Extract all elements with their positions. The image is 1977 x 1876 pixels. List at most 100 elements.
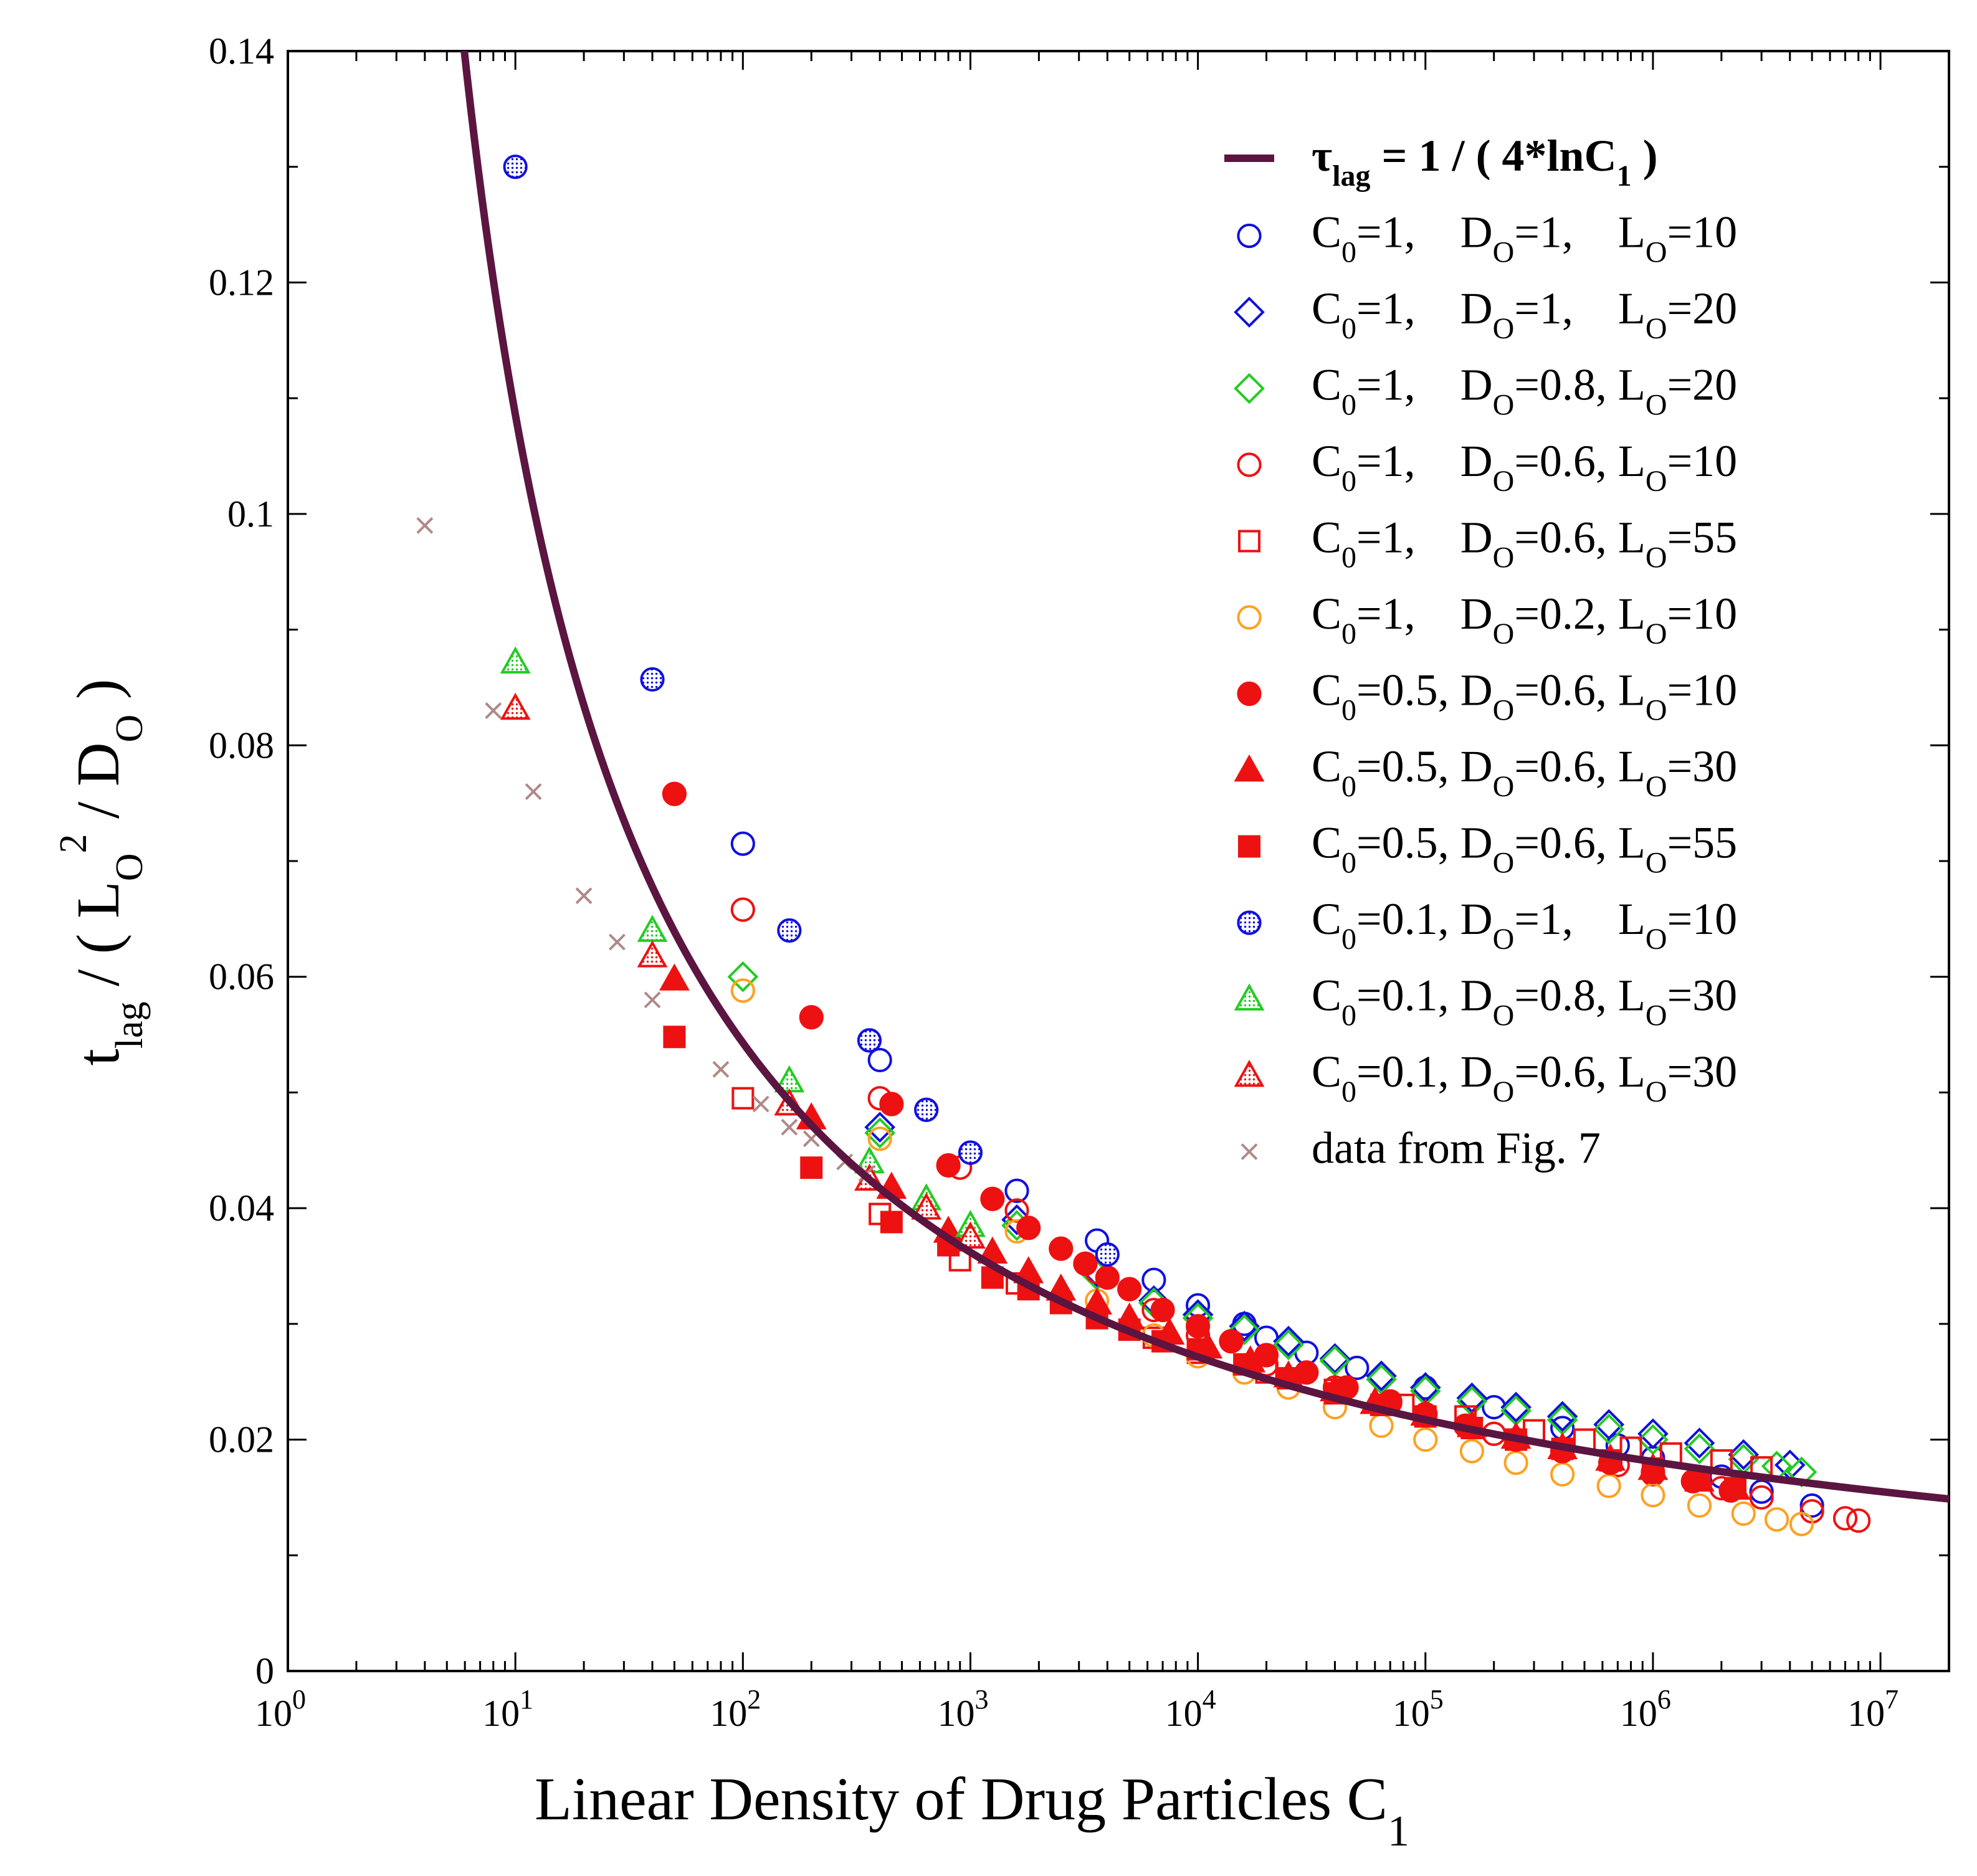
- y-label-t: t: [65, 1049, 132, 1065]
- data-point: [1117, 1277, 1142, 1302]
- legend-label: data from Fig. 7: [1312, 1123, 1601, 1173]
- data-point: [1413, 1427, 1438, 1452]
- legend-text: C: [1312, 1047, 1341, 1097]
- y-tick-label: 0: [255, 1650, 274, 1692]
- x-tick-label: 106: [1620, 1684, 1671, 1734]
- legend-subscript: 1: [1617, 160, 1632, 193]
- data-point: [1593, 1414, 1624, 1445]
- legend-text: =1, L: [1514, 894, 1646, 944]
- legend-subscript: O: [1493, 770, 1515, 803]
- legend-text: =10: [1667, 589, 1738, 639]
- data-point: [1073, 1251, 1098, 1276]
- legend-text: =0.8, L: [1514, 360, 1646, 410]
- legend-marker: [1234, 983, 1265, 1011]
- data-point: [1846, 1508, 1871, 1533]
- data-point: [799, 1005, 824, 1030]
- x-tick-label: 102: [710, 1684, 761, 1734]
- data-point: [958, 1140, 983, 1165]
- x-tick-exponent: 7: [1885, 1684, 1898, 1715]
- data-point: [637, 915, 668, 942]
- legend-label: C0=1, DO=1, LO=20: [1312, 283, 1737, 345]
- data-point: [637, 940, 668, 968]
- y-label-d-sub: O: [108, 715, 151, 743]
- x-tick-exponent: 3: [974, 1684, 988, 1715]
- y-axis-label: tlag / ( LO2 / DO ): [52, 679, 151, 1066]
- legend-text: =1, D: [1356, 283, 1493, 333]
- legend-subscript: O: [1493, 312, 1515, 345]
- legend-label: τlag = 1 / ( 4*lnC1 ): [1312, 131, 1658, 193]
- legend-text: C: [1312, 665, 1341, 715]
- x-tick-base: 10: [710, 1693, 747, 1734]
- y-label-sup: 2: [52, 834, 95, 853]
- legend-text: C: [1312, 360, 1341, 410]
- legend-subscript: O: [1646, 999, 1667, 1032]
- data-point-stroke-b: [609, 933, 626, 951]
- legend-text: =55: [1667, 513, 1738, 563]
- legend-text: =0.8, L: [1514, 971, 1646, 1021]
- legend-label: C0=0.1, DO=1, LO=10: [1312, 894, 1737, 956]
- x-tick-label: 101: [482, 1684, 533, 1734]
- legend-text: data from Fig. 7: [1312, 1123, 1601, 1173]
- legend-subscript: 0: [1341, 236, 1356, 269]
- data-point: [1799, 1493, 1824, 1518]
- legend-subscript: lag: [1332, 160, 1370, 193]
- legend-text: =10: [1667, 665, 1738, 715]
- data-point: [1369, 1413, 1394, 1438]
- y-tick-label: 0.08: [209, 725, 274, 766]
- x-tick-base: 10: [1620, 1693, 1657, 1734]
- legend-subscript: O: [1493, 465, 1515, 498]
- legend-text: =10: [1667, 207, 1738, 257]
- data-point: [1641, 1483, 1665, 1508]
- y-tick-label: 0.14: [209, 31, 274, 72]
- legend-text: =1, D: [1356, 589, 1493, 639]
- series-s13: [416, 517, 875, 1182]
- legend-text: C: [1312, 436, 1341, 486]
- legend-subscript: O: [1646, 923, 1667, 956]
- legend-subscript: O: [1493, 541, 1515, 574]
- legend-text: =1, D: [1356, 360, 1493, 410]
- data-point: [1273, 1325, 1304, 1357]
- data-point: [1095, 1265, 1120, 1290]
- legend-text: = 1 / ( 4*lnC: [1371, 131, 1617, 181]
- data-point: [1789, 1512, 1814, 1536]
- legend-subscript: 0: [1341, 694, 1356, 727]
- legend-text: C: [1312, 818, 1341, 868]
- data-point: [1687, 1493, 1712, 1518]
- theory-curve: [460, 51, 1949, 1503]
- plot-area: [416, 51, 1949, 1536]
- legend-text: =10: [1667, 436, 1738, 486]
- y-tick-label: 0.1: [227, 493, 274, 535]
- legend-subscript: 0: [1341, 999, 1356, 1032]
- legend-text: C: [1312, 971, 1341, 1021]
- legend-text: =20: [1667, 360, 1738, 410]
- legend-subscript: O: [1646, 465, 1667, 498]
- legend-subscript: O: [1493, 694, 1515, 727]
- legend-label: C0=0.1, DO=0.6, LO=30: [1312, 1047, 1737, 1108]
- legend-subscript: 0: [1341, 923, 1356, 956]
- legend-text: =0.1, D: [1356, 971, 1493, 1021]
- y-label-mid: / ( L: [65, 881, 132, 1001]
- data-point: [1150, 1297, 1175, 1323]
- legend-subscript: 0: [1341, 770, 1356, 803]
- data-point: [500, 646, 531, 674]
- legend-subscript: O: [1493, 389, 1515, 422]
- legend-marker: [1237, 605, 1262, 630]
- legend-text: =30: [1667, 971, 1738, 1021]
- data-point: [864, 1117, 895, 1149]
- data-point: [800, 1156, 823, 1179]
- data-point: [1593, 1409, 1624, 1440]
- x-tick-base: 10: [1165, 1693, 1203, 1734]
- legend: τlag = 1 / ( 4*lnC1 )C0=1, DO=1, LO=10C0…: [1224, 131, 1737, 1173]
- data-point: [640, 667, 665, 692]
- legend-subscript: O: [1493, 847, 1515, 880]
- legend-label: C0=1, DO=1, LO=10: [1312, 207, 1737, 269]
- data-point: [1503, 1450, 1528, 1475]
- legend-label: C0=0.5, DO=0.6, LO=55: [1312, 818, 1737, 880]
- legend-label: C0=1, DO=0.8, LO=20: [1312, 360, 1737, 422]
- legend-marker: [1237, 910, 1262, 935]
- x-tick-exponent: 1: [520, 1684, 533, 1715]
- x-tick-base: 10: [482, 1693, 520, 1734]
- y-label-close: ): [65, 679, 132, 715]
- data-point-stroke-b: [485, 702, 502, 719]
- legend-marker: [1234, 754, 1265, 782]
